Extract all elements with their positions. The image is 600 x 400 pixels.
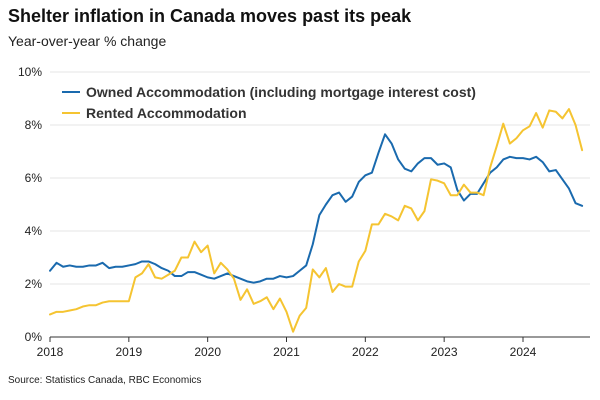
legend: Owned Accommodation (including mortgage …: [62, 84, 476, 121]
x-tick-label: 2021: [273, 345, 300, 359]
x-tick-label: 2022: [352, 345, 379, 359]
x-tick-label: 2019: [115, 345, 142, 359]
chart-title: Shelter inflation in Canada moves past i…: [8, 6, 412, 26]
legend-label-0: Owned Accommodation (including mortgage …: [86, 84, 476, 100]
x-tick-label: 2018: [37, 345, 64, 359]
gridlines: [50, 71, 590, 285]
x-tick-label: 2023: [431, 345, 458, 359]
x-tick-label: 2020: [194, 345, 221, 359]
y-tick-label: 2%: [25, 277, 43, 291]
legend-label-1: Rented Accommodation: [86, 105, 247, 121]
chart-subtitle: Year-over-year % change: [8, 33, 167, 49]
y-tick-label: 6%: [25, 171, 43, 185]
series-line-0: [49, 133, 584, 284]
y-tick-label: 0%: [25, 330, 43, 344]
axes: 0% 2% 4% 6% 8% 10% 2018 2019 2020 2021 2022 2023 202…: [18, 65, 590, 359]
source-note: Source: Statistics Canada, RBC Economics: [8, 375, 202, 386]
series-lines: [49, 108, 584, 333]
y-tick-label: 4%: [25, 224, 43, 238]
series-line-1: [49, 108, 584, 333]
x-tick-label: 2024: [510, 345, 537, 359]
y-tick-label: 10%: [18, 65, 42, 79]
y-tick-label: 8%: [25, 118, 43, 132]
